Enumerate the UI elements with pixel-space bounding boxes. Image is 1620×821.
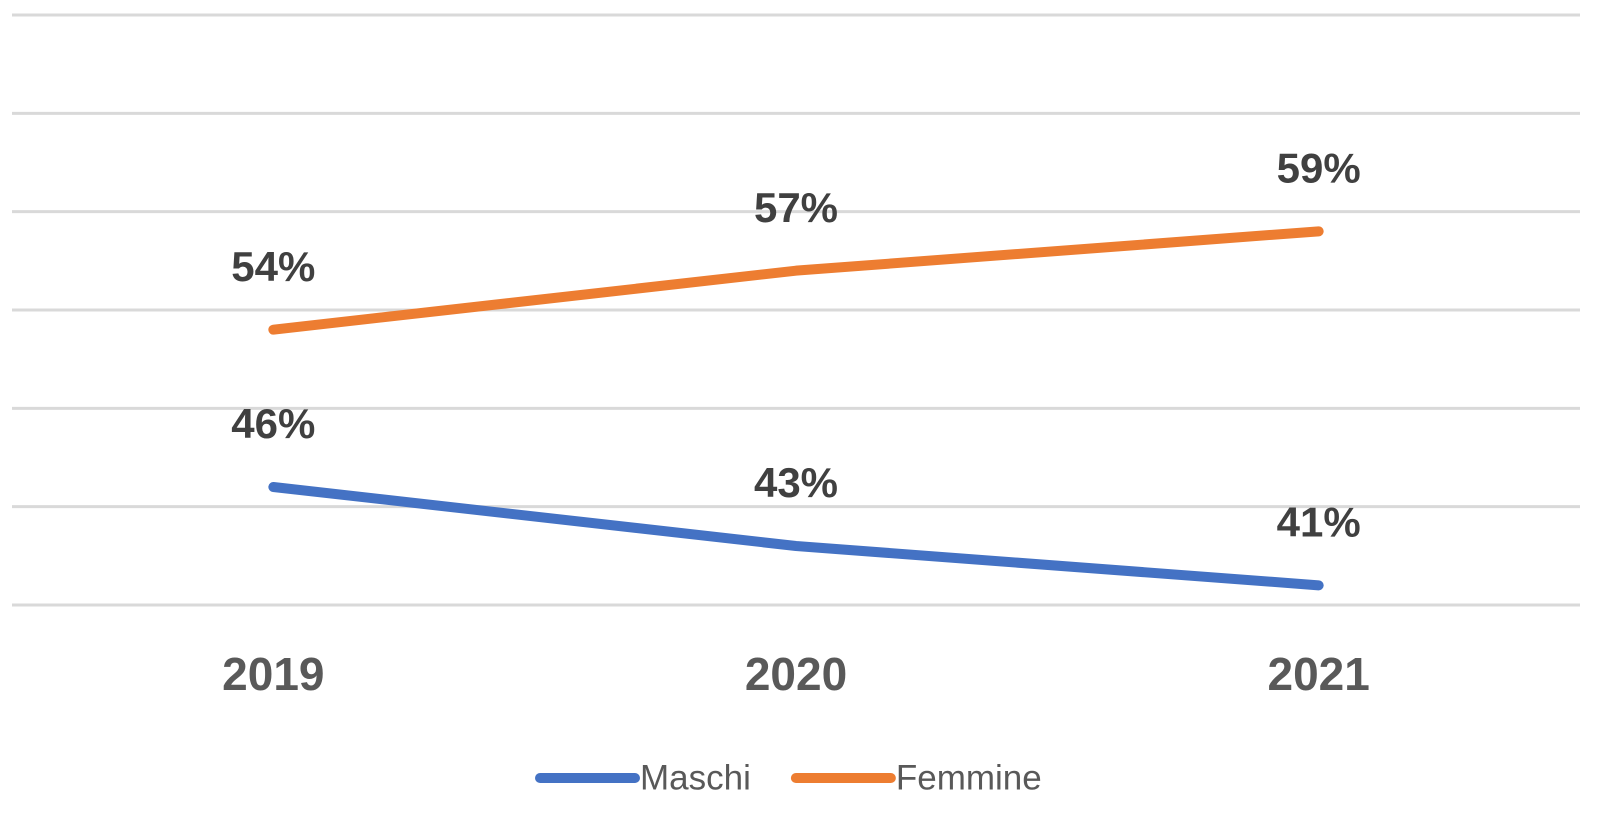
data-label: 59% bbox=[1277, 144, 1361, 191]
x-tick-label: 2021 bbox=[1267, 648, 1369, 700]
data-label: 43% bbox=[754, 459, 838, 506]
data-label: 57% bbox=[754, 184, 838, 231]
data-label: 41% bbox=[1277, 498, 1361, 545]
x-tick-label: 2020 bbox=[745, 648, 847, 700]
data-label: 46% bbox=[231, 400, 315, 447]
x-tick-label: 2019 bbox=[222, 648, 324, 700]
legend-label: Maschi bbox=[640, 758, 751, 797]
legend-label: Femmine bbox=[896, 758, 1042, 797]
line-series bbox=[268, 482, 1324, 591]
line-series bbox=[268, 226, 1324, 335]
data-label: 54% bbox=[231, 243, 315, 290]
